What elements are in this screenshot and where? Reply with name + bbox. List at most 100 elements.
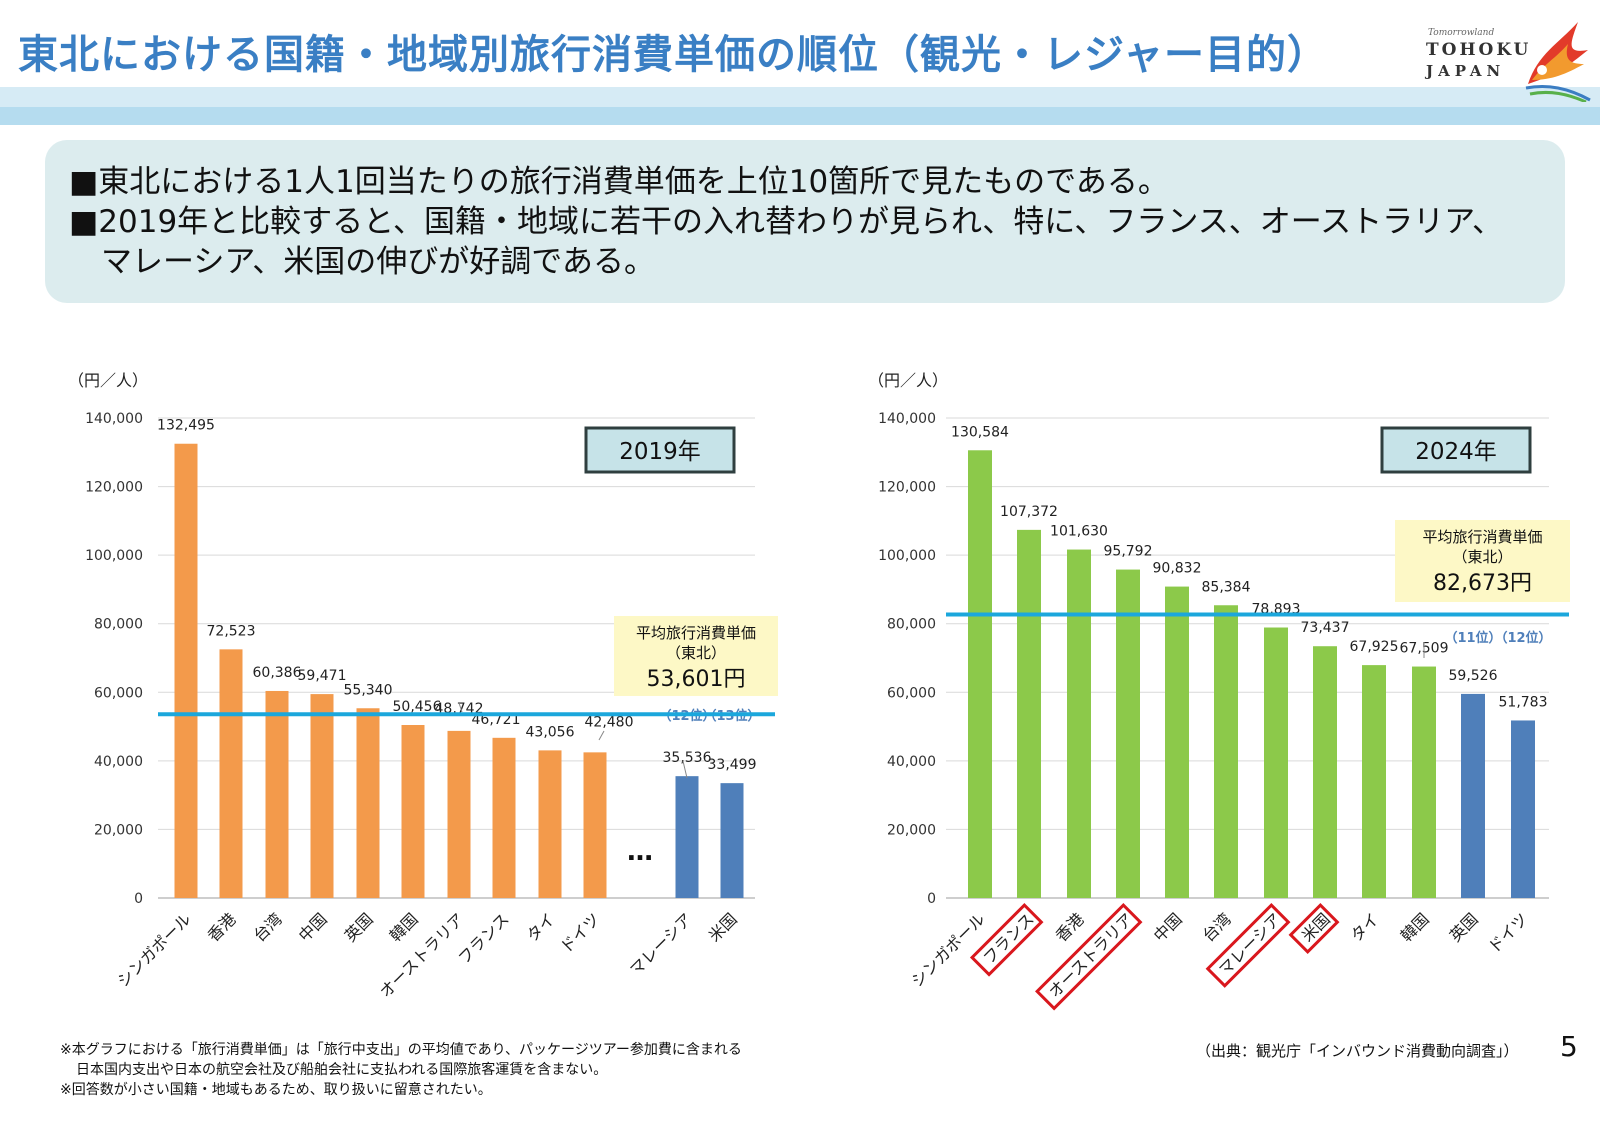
category-label: 中国	[1150, 909, 1186, 945]
value-label: 132,495	[157, 418, 215, 434]
bar-米国	[1313, 646, 1337, 898]
category-label: シンガポール	[114, 909, 195, 990]
average-callout-box	[1395, 520, 1570, 602]
value-label: 42,480	[585, 714, 634, 730]
y-tick-label: 40,000	[887, 754, 936, 770]
y-tick-label: 80,000	[887, 617, 936, 633]
y-unit-label: （円／人）	[68, 371, 148, 390]
y-tick-label: 0	[927, 891, 936, 907]
bar-ドイツ	[1511, 720, 1535, 898]
bar-マレーシア	[1264, 627, 1288, 898]
category-label: タイ	[1347, 909, 1383, 945]
label-leader-line	[458, 702, 463, 713]
value-label: 59,471	[298, 668, 347, 684]
category-label: 香港	[204, 909, 240, 945]
summary-line-3: マレーシア、米国の伸びが好調である。	[101, 244, 655, 280]
category-label: 英国	[341, 909, 377, 945]
value-label: 95,792	[1104, 544, 1153, 560]
category-label: 香港	[1052, 909, 1088, 945]
category-label: マレーシア	[626, 909, 696, 979]
bar-韓国	[401, 725, 425, 898]
y-tick-label: 20,000	[887, 822, 936, 838]
value-label: 33,499	[708, 757, 757, 773]
bar-英国	[1461, 693, 1485, 898]
value-label: 90,832	[1153, 561, 1202, 577]
bar-中国	[310, 694, 334, 898]
bar-ドイツ	[583, 752, 607, 898]
year-label: 2024年	[1415, 439, 1497, 465]
y-tick-label: 80,000	[94, 617, 143, 633]
y-tick-label: 140,000	[85, 411, 143, 427]
average-value: 82,673円	[1433, 571, 1532, 596]
y-tick-label: 120,000	[85, 480, 143, 496]
rank-note: （12位）	[1494, 630, 1551, 646]
average-label: 平均旅行消費単価	[1422, 528, 1542, 546]
value-label: 107,372	[1000, 504, 1058, 520]
category-label: 台湾	[1199, 909, 1235, 945]
average-label: 平均旅行消費単価	[636, 624, 756, 642]
rank-note: （11位）	[1444, 630, 1501, 646]
highlight-box-フランス	[969, 903, 1044, 977]
value-label: 130,584	[951, 424, 1009, 440]
value-label: 35,536	[663, 750, 712, 766]
year-box	[584, 426, 736, 474]
y-tick-label: 100,000	[878, 548, 936, 564]
bar-韓国	[1412, 666, 1436, 898]
logo-text-japan: JAPAN	[1426, 62, 1506, 80]
bar-台湾	[265, 690, 289, 898]
category-label: 米国	[705, 909, 741, 945]
bar-タイ	[1362, 665, 1386, 898]
highlight-box-米国	[1288, 903, 1340, 954]
summary-line-2: ■2019年と比較すると、国籍・地域に若干の入れ替わりが見られ、特に、フランス、…	[69, 204, 1504, 240]
footnote-line-3: ※回答数が小さい国籍・地域もあるため、取り扱いに留意されたい。	[60, 1082, 492, 1098]
bar-シンガポール	[968, 450, 992, 898]
bar-マレーシア	[675, 776, 699, 898]
header-band-light	[0, 87, 1600, 107]
source-note: （出典：観光庁「インバウンド消費動向調査」）	[1196, 1042, 1519, 1060]
gap-ellipsis: …	[627, 837, 653, 867]
average-callout-box	[614, 616, 778, 696]
y-tick-label: 0	[134, 891, 143, 907]
bar-香港	[219, 649, 243, 898]
category-label: 韓国	[1397, 909, 1433, 945]
value-label: 73,437	[1301, 620, 1350, 636]
y-unit-label: （円／人）	[868, 371, 948, 390]
bar-フランス	[492, 737, 516, 898]
bar-英国	[356, 708, 380, 898]
phoenix-icon	[1525, 22, 1591, 102]
y-tick-label: 60,000	[887, 685, 936, 701]
y-tick-label: 20,000	[94, 822, 143, 838]
bar-米国	[720, 783, 744, 898]
bar-中国	[1165, 586, 1189, 898]
y-tick-label: 140,000	[878, 411, 936, 427]
year-box	[1380, 426, 1532, 474]
value-label: 55,340	[344, 682, 393, 698]
category-label: 韓国	[386, 909, 422, 945]
highlight-box-オーストラリア	[1035, 903, 1143, 1011]
tohoku-japan-logo: Tomorrowland TOHOKU JAPAN	[1420, 14, 1595, 104]
charts-area: （円／人） 0 20,000 40,000 60,000 80,000 100,000 120…	[68, 371, 1570, 1011]
value-label: 60,386	[253, 665, 302, 681]
average-sublabel: （東北）	[1452, 548, 1512, 566]
summary-box: ■東北における1人1回当たりの旅行消費単価を上位10箇所で見たものである。 ■2…	[45, 140, 1565, 303]
y-tick-label: 40,000	[94, 754, 143, 770]
y-tick-label: 120,000	[878, 480, 936, 496]
average-value: 53,601円	[647, 667, 746, 692]
bar-台湾	[1214, 605, 1238, 898]
value-label: 67,925	[1350, 639, 1399, 655]
logo-text-tohoku: TOHOKU	[1426, 40, 1532, 60]
footnotes: ※本グラフにおける「旅行消費単価」は「旅行中支出」の平均値であり、パッケージツア…	[60, 1040, 742, 1100]
category-label: 英国	[1446, 909, 1482, 945]
label-leader-line	[598, 730, 605, 741]
category-label: 台湾	[250, 909, 286, 945]
footnote-line-1: ※本グラフにおける「旅行消費単価」は「旅行中支出」の平均値であり、パッケージツア…	[60, 1042, 742, 1058]
bar-フランス	[1017, 529, 1041, 898]
category-label: シンガポール	[908, 909, 989, 990]
value-label: 51,783	[1499, 694, 1548, 710]
bar-オーストラリア	[447, 730, 471, 898]
category-label: 中国	[295, 909, 331, 945]
category-label: ドイツ	[556, 909, 603, 956]
value-label: 101,630	[1050, 524, 1108, 540]
bar-タイ	[538, 750, 562, 898]
page-number: 5	[1560, 1030, 1578, 1063]
